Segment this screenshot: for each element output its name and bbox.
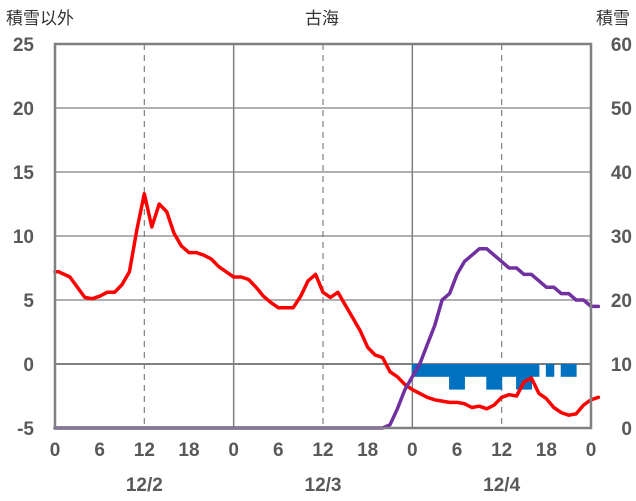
precip-bar [426,364,436,377]
precip-bar [516,364,525,390]
x-tick-label: 0 [50,440,61,461]
axes-layer [53,42,593,430]
x-tick-label: 6 [452,440,463,461]
right-y-tick-label: 10 [611,355,632,376]
right-axis-label: 積雪 [596,9,630,29]
precip-bar [523,364,532,390]
precip-bar [478,364,488,377]
precip-bar [449,364,458,390]
precipitation-bars [411,364,577,390]
right-y-tick-label: 40 [611,163,632,184]
precip-bar [434,364,443,377]
right-y-tick-label: 0 [621,419,632,440]
x-tick-label: 12 [491,440,512,461]
precip-bar [508,364,518,377]
chart-title: 古海 [305,9,339,29]
right-y-tick-label: 20 [611,291,632,312]
left-axis-label: 積雪以外 [6,9,74,29]
precip-bar [463,364,473,377]
series-lines [53,192,601,430]
precip-bar [486,364,495,390]
x-tick-label: 18 [357,440,378,461]
right-y-tick-label: 60 [611,35,632,56]
left-y-tick-label: 15 [13,163,35,184]
date-label: 12/3 [305,475,342,496]
x-tick-label: 12 [312,440,333,461]
left-y-tick-label: 0 [23,355,34,376]
date-label: 12/2 [126,475,163,496]
precip-bar [545,364,555,377]
x-tick-label: 6 [94,440,105,461]
left-y-tick-label: 25 [13,35,35,56]
precip-bar [501,364,510,377]
left-y-tick-label: 5 [23,291,34,312]
x-tick-label: 0 [586,440,597,461]
x-tick-label: 18 [178,440,199,461]
left-y-tick-label: 10 [13,227,34,248]
x-tick-label: 6 [273,440,284,461]
precip-bar [471,364,480,377]
x-tick-label: 12 [134,440,155,461]
precip-bar [560,364,570,377]
right-y-tick-label: 50 [611,99,632,120]
temperature-line [53,192,601,417]
snow-depth-line [53,247,601,430]
precip-bar [568,364,577,377]
x-tick-label: 0 [407,440,418,461]
date-label: 12/4 [483,475,520,496]
x-tick-label: 0 [228,440,239,461]
precip-bar [530,364,540,377]
precip-bar [456,364,465,390]
x-tick-label: 18 [536,440,557,461]
plot-frame [53,42,593,430]
left-y-tick-label: 20 [13,99,34,120]
precip-bar [419,364,428,377]
precip-bar [441,364,451,377]
left-y-tick-label: -5 [17,419,34,440]
right-y-tick-label: 30 [611,227,632,248]
precip-bar [493,364,503,390]
